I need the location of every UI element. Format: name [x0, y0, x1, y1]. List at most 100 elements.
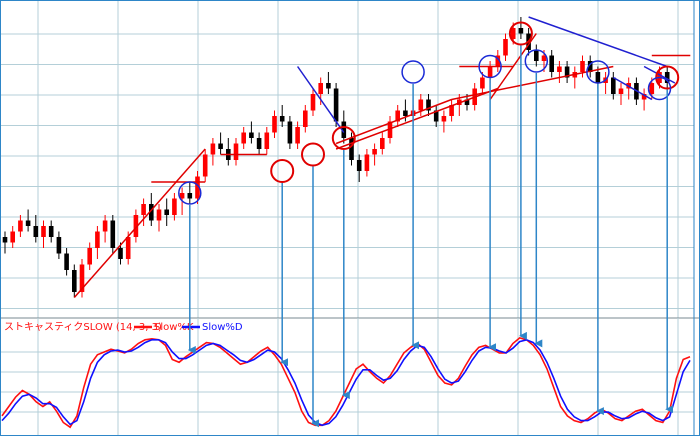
candle-body	[256, 138, 262, 149]
candle	[56, 231, 62, 259]
candle	[295, 121, 300, 149]
candle	[449, 99, 454, 122]
signal-circle-blue	[178, 181, 202, 205]
resistance-trendline	[643, 65, 676, 84]
candle	[534, 44, 539, 67]
candle-body	[2, 237, 8, 243]
candle-body	[510, 28, 516, 39]
candle	[25, 209, 31, 232]
candle-body	[272, 116, 277, 133]
candle	[441, 110, 447, 133]
candle-body	[356, 160, 362, 171]
candle-body	[503, 39, 508, 56]
candle-body	[149, 204, 154, 221]
signal-circle-blue	[478, 54, 502, 79]
candle-body	[56, 237, 62, 254]
candle-body	[125, 237, 131, 259]
candle	[141, 198, 146, 226]
candle	[287, 116, 293, 149]
candle-body	[664, 72, 670, 83]
candle-body	[649, 83, 655, 94]
candle	[395, 105, 400, 127]
candle-body	[341, 121, 347, 138]
candle-body	[133, 215, 139, 237]
candle-body	[287, 121, 293, 144]
signal-circle-blue	[401, 60, 425, 84]
candle-body	[611, 77, 616, 94]
signal-circle-red	[270, 159, 295, 183]
candle-body	[279, 116, 285, 122]
candle-body	[333, 88, 339, 122]
candle-body	[310, 94, 316, 111]
candle-body	[426, 99, 431, 111]
candle-body	[210, 143, 216, 155]
candle	[433, 105, 439, 127]
candle-body	[364, 154, 370, 171]
candle-body	[10, 231, 15, 243]
candle	[518, 17, 524, 39]
candle	[210, 138, 216, 166]
price-panel	[0, 0, 694, 318]
candle	[218, 132, 223, 155]
candle	[18, 215, 23, 237]
candle	[549, 50, 554, 78]
candle	[10, 226, 15, 248]
signal-arrows	[187, 45, 674, 428]
candle	[33, 215, 39, 243]
candle-body	[403, 110, 408, 116]
candle	[279, 105, 285, 127]
candle	[256, 132, 262, 155]
candle-body	[387, 121, 393, 138]
candle	[664, 66, 670, 89]
candle-body	[595, 72, 601, 83]
candle-body	[172, 198, 177, 215]
candle	[333, 83, 339, 127]
candle-body	[110, 220, 116, 248]
price-gridlines	[0, 0, 694, 318]
candle	[372, 143, 377, 166]
candle-body	[349, 138, 354, 160]
candle-body	[441, 116, 447, 122]
candle-body	[102, 220, 108, 232]
candle	[233, 138, 239, 166]
candle-body	[618, 88, 624, 94]
candle	[326, 72, 331, 94]
legend-label-slow-d: Slow%D	[202, 322, 243, 333]
stochastic-title: ストキャスティクSLOW (14, 3, 3)	[4, 321, 162, 333]
candle-body	[25, 220, 31, 226]
candle	[172, 193, 177, 221]
candle-body	[580, 61, 585, 72]
candle	[387, 116, 393, 144]
candle-body	[264, 132, 270, 149]
candle	[79, 259, 85, 298]
candle	[356, 154, 362, 182]
candle	[2, 231, 8, 254]
candle	[187, 182, 193, 204]
candle-body	[495, 55, 501, 67]
candle	[72, 264, 77, 298]
signal-circles	[178, 21, 680, 205]
candle	[241, 127, 246, 149]
candle-body	[326, 83, 331, 89]
candle	[564, 61, 570, 83]
candle-body	[249, 132, 254, 138]
candle-body	[318, 83, 323, 94]
candle	[48, 220, 54, 243]
candle-body	[433, 110, 439, 122]
resistance-trendline	[612, 76, 653, 101]
candle-body	[79, 264, 85, 292]
candle-body	[72, 270, 77, 292]
candle	[364, 149, 370, 177]
candle	[133, 209, 139, 243]
candle	[480, 72, 485, 94]
candle	[102, 215, 108, 243]
support-trendline	[73, 148, 206, 298]
candle-body	[557, 66, 562, 72]
candle-body	[295, 127, 300, 144]
candle-body	[202, 154, 208, 177]
support-trendline	[335, 87, 499, 150]
candle	[156, 204, 162, 232]
signal-circle-red	[331, 126, 356, 150]
candle-body	[303, 110, 308, 127]
